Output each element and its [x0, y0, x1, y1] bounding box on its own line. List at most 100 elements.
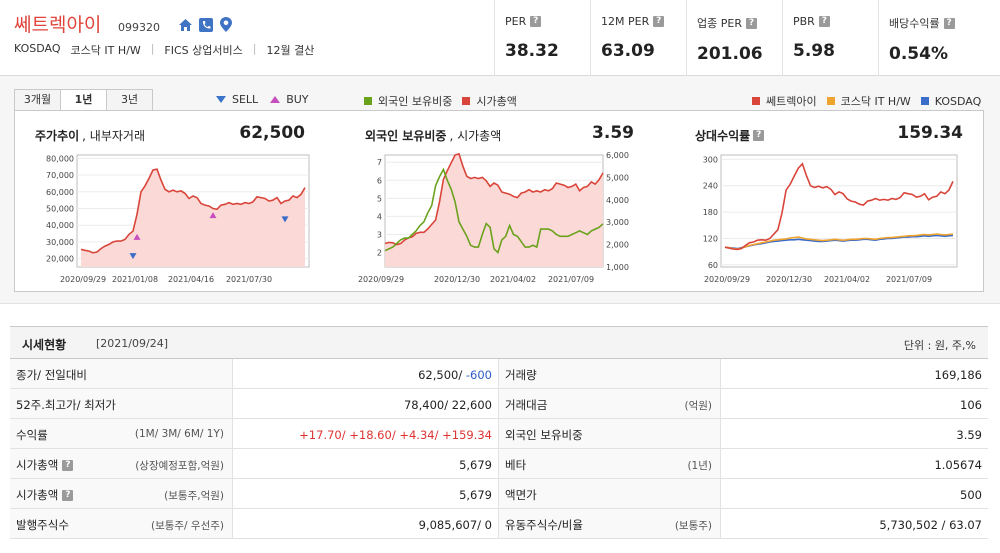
- row-label: 52주.최고가/ 최저가: [16, 397, 116, 413]
- row-label: 종가/ 전일대비: [16, 367, 87, 383]
- home-icon[interactable]: [178, 17, 193, 32]
- stat-label: PBR: [793, 15, 815, 28]
- stat-sector-per: 업종 PER? 201.06: [686, 0, 782, 76]
- row-sublabel: (상장예정포함,억원): [135, 460, 224, 472]
- legend-foreign-label: 외국인 보유비중: [378, 95, 453, 108]
- legend-sell: SELL: [232, 93, 259, 106]
- y-axis-left-tick-label: 6: [377, 176, 382, 185]
- table-row: 시가총액? (상장예정포함,억원) 5,679 베타 (1년) 1.05674: [10, 449, 988, 479]
- stat-label: 12M PER: [601, 15, 650, 28]
- row-value-change: -600: [465, 368, 492, 382]
- help-icon[interactable]: ?: [530, 16, 542, 27]
- row-value-cell: 3.59: [721, 419, 988, 448]
- company-name: 쎄트렉아이: [14, 14, 102, 36]
- legend-trades: SELL BUY: [216, 93, 309, 106]
- help-icon[interactable]: ?: [62, 489, 74, 501]
- row-label-text: 베타: [505, 458, 527, 472]
- row-sublabel: (보통주): [674, 520, 712, 532]
- row-label-text: 수익률: [16, 428, 48, 442]
- row-value-cell: 78,400/ 22,600: [233, 389, 499, 418]
- mktcap-area: [385, 153, 603, 267]
- row-value: 106: [960, 398, 982, 412]
- row-label: 발행주식수: [16, 517, 69, 533]
- fics-label: FICS 상업서비스: [164, 44, 243, 57]
- y-axis-tick-label: 60: [708, 261, 718, 270]
- row-value-cell: 62,500/ -600: [233, 359, 499, 388]
- price-chart: 80,000 70,000 60,000 50,000 40,000 30,000 20,0…: [46, 154, 310, 284]
- row-label-text: 외국인 보유비중: [505, 428, 583, 442]
- y-axis-right-tick-label: 1,000: [606, 263, 629, 272]
- help-icon[interactable]: ?: [943, 17, 955, 29]
- row-value-cell: 5,679: [233, 449, 499, 478]
- table-row: 수익률 (1M/ 3M/ 6M/ 1Y) +17.70/ +18.60/ +4.…: [10, 419, 988, 449]
- row-label-text: 발행주식수: [16, 518, 69, 532]
- help-icon[interactable]: ?: [753, 130, 765, 141]
- row-label-cell: 수익률 (1M/ 3M/ 6M/ 1Y): [10, 419, 233, 448]
- buy-marker: [133, 233, 141, 240]
- row-sublabel: (1년): [687, 460, 712, 472]
- row-label: 시가총액?: [16, 487, 74, 503]
- panel-title-bold: 외국인 보유비중: [365, 129, 447, 143]
- price-area: [81, 169, 305, 267]
- foreign-holding-line: [384, 167, 604, 254]
- x-axis-tick-label: 2021/07/09: [548, 275, 594, 284]
- phone-icon[interactable]: [198, 17, 213, 32]
- row-value-cell: 169,186: [721, 359, 988, 388]
- help-icon[interactable]: ?: [745, 17, 757, 29]
- period-tabs: 3개월 1년 3년: [14, 89, 153, 111]
- help-icon[interactable]: ?: [818, 16, 830, 27]
- y-axis-right-tick-label: 2,000: [606, 241, 629, 250]
- legend-mktcap-label: 시가총액: [476, 95, 517, 108]
- help-icon[interactable]: ?: [62, 459, 74, 471]
- stat-dividend-yield: 배당수익률? 0.54%: [878, 0, 974, 76]
- tab-3m[interactable]: 3개월: [14, 89, 61, 111]
- price-trend-panel: 주가추이, 내부자거래 62,500 80,000 70,000 60,000 50,…: [15, 111, 325, 291]
- help-icon[interactable]: ?: [653, 16, 665, 27]
- row-label-text: 거래대금: [505, 398, 548, 412]
- row-value-cell: 5,730,502 / 63.07: [721, 509, 988, 538]
- row-sublabel: (억원): [684, 400, 712, 412]
- legend-swatch-blue: [920, 97, 929, 105]
- panel-title-bold: 상대수익률: [695, 129, 751, 143]
- buy-marker-icon: [270, 96, 281, 103]
- panel-value: 3.59: [592, 123, 634, 143]
- row-sublabel: (보통주/ 우선주): [150, 520, 224, 532]
- stock-code: 099320: [118, 21, 160, 34]
- x-axis-tick-label: 2021/07/30: [226, 275, 272, 284]
- row-label: 유동주식수/비율: [505, 517, 583, 533]
- map-pin-icon[interactable]: [218, 17, 233, 32]
- x-axis-tick-label: 2020/12/30: [434, 275, 480, 284]
- row-sublabel: (1M/ 3M/ 6M/ 1Y): [134, 428, 224, 440]
- tab-1y[interactable]: 1년: [60, 89, 107, 111]
- row-label: 액면가: [505, 487, 537, 503]
- panel-title: 외국인 보유비중, 시가총액: [365, 127, 501, 144]
- stat-value: 63.09: [601, 41, 655, 61]
- row-value-cell: +17.70/ +18.60/ +4.34/ +159.34: [233, 419, 499, 448]
- x-axis-tick-label: 2020/12/30: [766, 275, 812, 284]
- row-value: 1.05674: [934, 458, 982, 472]
- row-value: 3.59: [956, 428, 982, 442]
- row-label: 거래대금: [505, 397, 547, 413]
- y-axis-right-tick-label: 3,000: [606, 218, 629, 227]
- sector-return-line: [724, 233, 954, 250]
- y-axis-left-tick-label: 2: [377, 249, 382, 258]
- legend-relative: 쎄트렉아이 코스닥 IT H/W KOSDAQ: [752, 93, 981, 109]
- table-header: 시세현황 [2021/09/24] 단위 : 원, 주,%: [10, 327, 988, 359]
- row-label: 외국인 보유비중: [505, 427, 583, 443]
- tab-3y[interactable]: 3년: [106, 89, 153, 111]
- y-axis-left-tick-label: 5: [377, 194, 382, 203]
- company-links: [178, 17, 233, 32]
- row-value-wrap: 78,400/ 22,600: [404, 398, 492, 412]
- stat-value: 38.32: [505, 41, 559, 61]
- market-status-table: 시세현황 [2021/09/24] 단위 : 원, 주,% 종가/ 전일대비 6…: [10, 326, 988, 539]
- panel-title-rest: , 시가총액: [449, 129, 502, 143]
- sell-marker: [281, 216, 289, 223]
- x-axis-tick-label: 2021/04/02: [824, 275, 870, 284]
- row-value-wrap: 62,500/ -600: [418, 368, 492, 382]
- foreign-holding-chart: 7 6 5 4 3 2 6,000 5,000 4,000 3,000 2,000 1,000 2020…: [358, 151, 629, 284]
- stat-label: PER: [505, 15, 527, 28]
- row-value-wrap: 5,679: [459, 488, 492, 502]
- buy-marker: [209, 212, 217, 219]
- legend-kosdaq-label: KOSDAQ: [934, 94, 982, 108]
- row-value-wrap: 5,679: [459, 458, 492, 472]
